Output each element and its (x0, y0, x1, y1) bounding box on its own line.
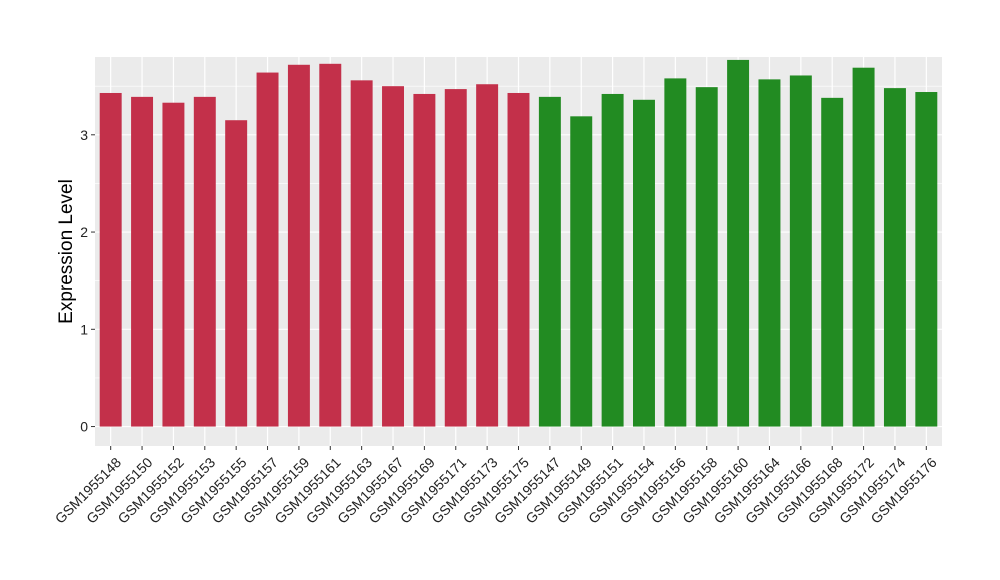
bar-GSM1955174 (883, 88, 906, 427)
y-tick-label: 1 (80, 321, 88, 337)
bar-GSM1955158 (695, 87, 718, 427)
bar-GSM1955157 (256, 72, 279, 427)
bar-GSM1955161 (319, 63, 342, 427)
bar-GSM1955155 (225, 120, 248, 427)
bar-GSM1955169 (413, 93, 436, 427)
y-axis: 0 1 2 3 (80, 127, 95, 435)
bar-GSM1955171 (444, 89, 467, 427)
bar-GSM1955163 (350, 80, 373, 427)
bar-GSM1955148 (99, 92, 122, 427)
bar-GSM1955159 (287, 64, 310, 427)
bar-GSM1955166 (789, 75, 812, 427)
x-axis: GSM1955148GSM1955150GSM1955152GSM1955153… (52, 446, 940, 527)
y-tick-label: 2 (80, 224, 88, 240)
bar-GSM1955168 (821, 97, 844, 427)
bars (99, 59, 938, 427)
bar-GSM1955172 (852, 67, 875, 427)
bar-GSM1955173 (476, 84, 499, 427)
bar-GSM1955153 (193, 96, 216, 427)
y-tick-label: 3 (80, 127, 88, 143)
bar-GSM1955154 (633, 99, 655, 427)
bar-GSM1955150 (131, 96, 154, 427)
bar-GSM1955164 (758, 79, 781, 427)
bar-GSM1955151 (601, 93, 624, 427)
bar-GSM1955167 (382, 86, 404, 427)
bar-GSM1955176 (915, 92, 938, 427)
bar-GSM1955156 (664, 78, 687, 427)
bar-GSM1955149 (570, 116, 593, 427)
y-axis-title: Expression Level (56, 179, 77, 324)
bar-GSM1955175 (507, 92, 530, 427)
bar-GSM1955147 (538, 96, 561, 427)
bar-GSM1955160 (727, 59, 750, 427)
bar-GSM1955152 (162, 102, 185, 427)
y-tick-label: 0 (80, 419, 88, 435)
